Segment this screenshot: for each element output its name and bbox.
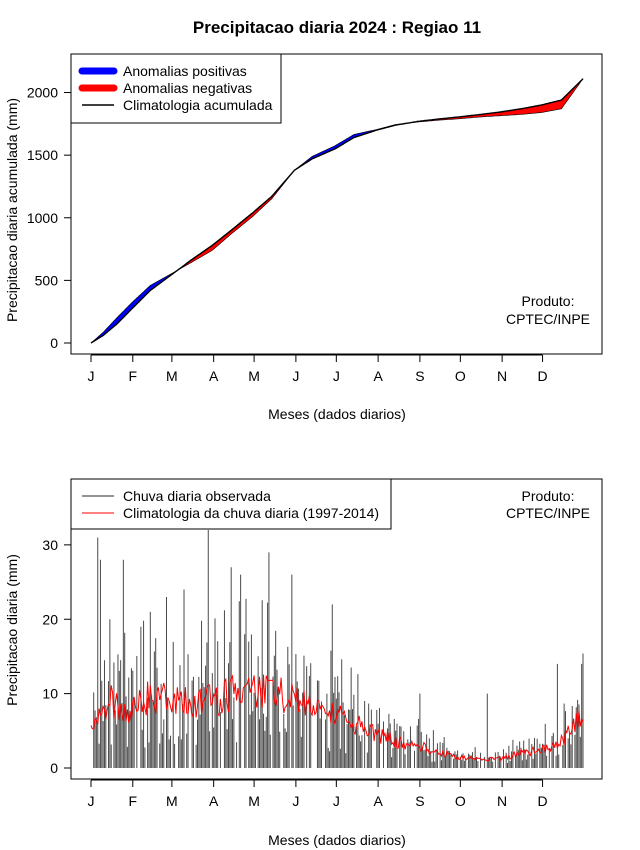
accum-x-tick-label: A bbox=[209, 368, 219, 384]
accum-y-tick-label: 1000 bbox=[27, 210, 58, 226]
daily-y-axis: 0 10 20 30 bbox=[42, 537, 72, 776]
daily-x-tick-label: O bbox=[455, 793, 466, 809]
accum-y-tick-label: 2000 bbox=[27, 85, 58, 101]
page-title: Precipitacao diaria 2024 : Regiao 11 bbox=[193, 18, 481, 37]
accum-x-tick-label: J bbox=[292, 368, 299, 384]
daily-x-axis-label: Meses (dados diarios) bbox=[268, 832, 406, 848]
accum-x-tick-label: N bbox=[497, 368, 507, 384]
daily-credit-line2: CPTEC/INPE bbox=[506, 505, 590, 521]
accum-y-axis: 0 500 1000 1500 2000 bbox=[27, 85, 72, 351]
accum-y-tick-label: 0 bbox=[50, 335, 58, 351]
accum-y-tick-label: 1500 bbox=[27, 147, 58, 163]
daily-x-tick-label: N bbox=[497, 793, 507, 809]
daily-legend-box bbox=[70, 478, 392, 530]
accum-x-tick-label: J bbox=[88, 368, 95, 384]
legend-label-observed: Chuva diaria observada bbox=[123, 488, 271, 504]
accum-x-tick-label: O bbox=[455, 368, 466, 384]
daily-y-tick-label: 30 bbox=[42, 537, 58, 553]
accum-x-tick-label: J bbox=[333, 368, 340, 384]
daily-y-tick-label: 0 bbox=[50, 760, 58, 776]
daily-x-tick-label: M bbox=[166, 793, 178, 809]
daily-y-axis-label: Precipitacao diaria (mm) bbox=[4, 554, 20, 706]
legend-label-negative: Anomalias negativas bbox=[123, 80, 252, 96]
accum-climatology-line bbox=[90, 78, 584, 344]
legend-label-daily-climatology: Climatologia da chuva diaria (1997-2014) bbox=[123, 505, 379, 521]
accum-legend: Anomalias positivas Anomalias negativas … bbox=[70, 53, 282, 124]
daily-x-tick-label: J bbox=[88, 793, 95, 809]
accum-x-tick-label: F bbox=[129, 368, 138, 384]
accum-x-tick-label: M bbox=[166, 368, 178, 384]
daily-x-tick-label: J bbox=[333, 793, 340, 809]
daily-legend: Chuva diaria observada Climatologia da c… bbox=[70, 478, 392, 530]
daily-y-tick-label: 10 bbox=[42, 686, 58, 702]
daily-x-tick-label: J bbox=[292, 793, 299, 809]
daily-chart: 0 10 20 30 J F M A M J J A S O N D Meses (dados diario… bbox=[4, 478, 603, 848]
daily-x-tick-label: F bbox=[129, 793, 138, 809]
accum-y-axis-label: Precipitacao diaria acumulada (mm) bbox=[4, 98, 20, 322]
daily-bars bbox=[93, 530, 584, 768]
daily-x-tick-label: M bbox=[248, 793, 260, 809]
daily-credit-line1: Produto: bbox=[522, 488, 575, 504]
accum-x-tick-label: S bbox=[415, 368, 424, 384]
negative-anomaly-area bbox=[178, 170, 295, 271]
daily-x-tick-label: S bbox=[415, 793, 424, 809]
accum-x-axis-label: Meses (dados diarios) bbox=[268, 406, 406, 422]
legend-label-climatology: Climatologia acumulada bbox=[123, 97, 273, 113]
accum-y-tick-label: 500 bbox=[35, 272, 59, 288]
daily-x-tick-label: A bbox=[373, 793, 383, 809]
accum-x-tick-label: A bbox=[373, 368, 383, 384]
accum-x-tick-label: M bbox=[248, 368, 260, 384]
daily-x-tick-label: D bbox=[537, 793, 547, 809]
accum-credit-line2: CPTEC/INPE bbox=[506, 311, 590, 327]
legend-label-positive: Anomalias positivas bbox=[123, 63, 247, 79]
accum-credit-line1: Produto: bbox=[522, 293, 575, 309]
accum-chart: 0 500 1000 1500 2000 J F M A M J J A S O N D Meses (dad… bbox=[4, 53, 603, 422]
daily-x-tick-label: A bbox=[209, 793, 219, 809]
accum-x-tick-label: D bbox=[537, 368, 547, 384]
daily-y-tick-label: 20 bbox=[42, 611, 58, 627]
positive-anomaly-area bbox=[294, 122, 408, 171]
daily-climatology-line bbox=[90, 674, 584, 762]
